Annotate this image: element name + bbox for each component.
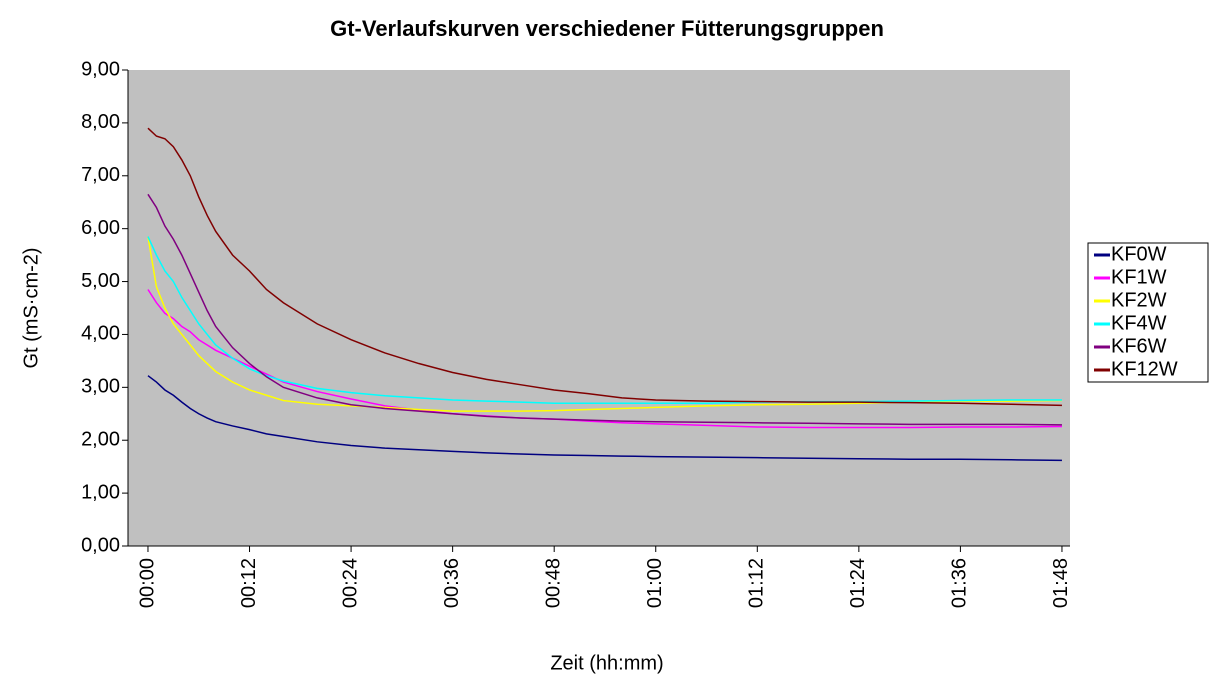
plot-area <box>128 70 1070 546</box>
y-tick-label: 8,00 <box>81 111 120 133</box>
y-tick-label: 3,00 <box>81 376 120 398</box>
x-tick-label: 01:24 <box>847 558 869 608</box>
y-tick-label: 9,00 <box>81 58 120 80</box>
y-tick-label: 4,00 <box>81 323 120 345</box>
chart-title: Gt-Verlaufskurven verschiedener Fütterun… <box>330 16 884 41</box>
x-tick-label: 00:12 <box>238 558 260 608</box>
y-tick-label: 1,00 <box>81 481 120 503</box>
series-line <box>147 236 1062 412</box>
legend-label: KF6W <box>1111 335 1167 357</box>
series-line <box>147 375 1062 462</box>
x-tick-label: 01:48 <box>1050 558 1072 608</box>
legend-label: KF4W <box>1111 312 1167 334</box>
y-tick-label: 0,00 <box>81 534 120 556</box>
y-tick-label: 6,00 <box>81 217 120 239</box>
legend-label: KF1W <box>1111 266 1167 288</box>
x-tick-label: 00:00 <box>136 558 158 608</box>
x-tick-label: 01:36 <box>949 558 971 608</box>
x-axis-label: Zeit (hh:mm) <box>550 652 663 674</box>
x-tick-label: 01:12 <box>746 558 768 608</box>
y-axis-label: Gt (mS·cm-2) <box>20 247 42 368</box>
legend-label: KF12W <box>1111 358 1178 380</box>
x-tick-label: 00:24 <box>339 558 361 608</box>
y-tick-label: 7,00 <box>81 164 120 186</box>
legend-box <box>1087 242 1209 383</box>
x-tick-label: 00:48 <box>542 558 564 608</box>
y-tick-label: 5,00 <box>81 270 120 292</box>
x-tick-label: 01:00 <box>644 558 666 608</box>
legend-label: KF2W <box>1111 289 1167 311</box>
y-tick-label: 2,00 <box>81 429 120 451</box>
series-line <box>147 127 1062 407</box>
legend-label: KF0W <box>1111 243 1167 265</box>
series-line <box>147 193 1062 426</box>
x-tick-label: 00:36 <box>441 558 463 608</box>
